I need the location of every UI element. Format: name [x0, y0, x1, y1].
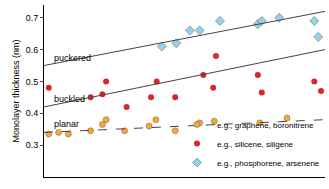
- svg-text:Monolayer thickness (nm): Monolayer thickness (nm): [11, 39, 21, 142]
- svg-text:buckled: buckled: [54, 94, 85, 104]
- svg-text:0.3: 0.3: [26, 140, 39, 150]
- svg-text:0.6: 0.6: [26, 45, 39, 55]
- svg-text:0.7: 0.7: [26, 13, 39, 23]
- svg-text:0.4: 0.4: [26, 108, 39, 118]
- svg-text:e.g., graphene, boronitrene: e.g., graphene, boronitrene: [217, 121, 314, 130]
- svg-text:e.g., silicene, siligene: e.g., silicene, siligene: [217, 140, 294, 149]
- svg-text:0.5: 0.5: [26, 77, 39, 87]
- svg-text:e.g., phosphorene, arsenene: e.g., phosphorene, arsenene: [217, 159, 320, 168]
- svg-text:puckered: puckered: [54, 53, 91, 63]
- svg-text:planar: planar: [54, 119, 79, 129]
